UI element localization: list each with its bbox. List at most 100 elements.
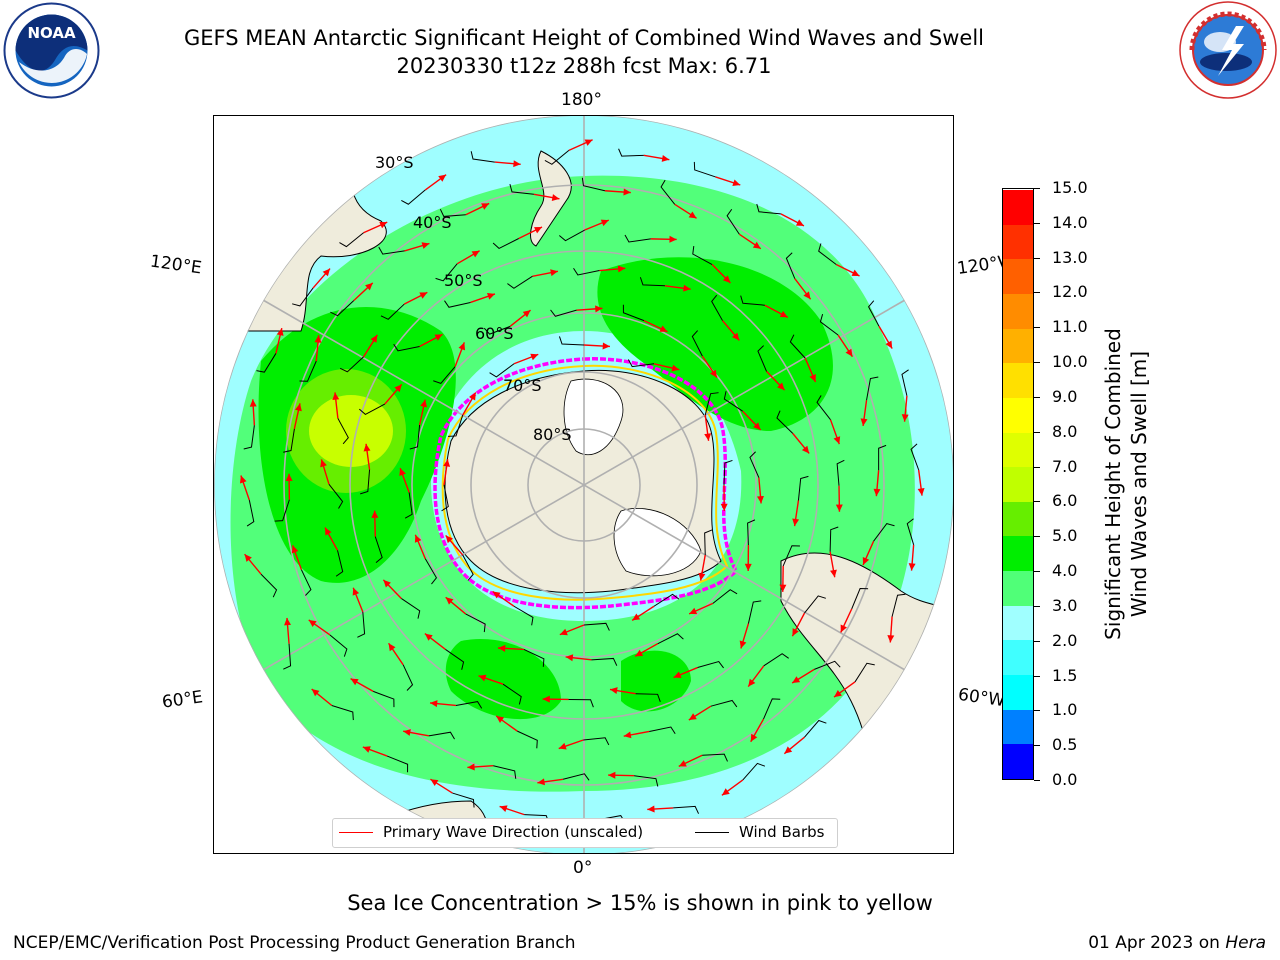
map-legend: Primary Wave Direction (unscaled) Wind B…	[332, 818, 838, 848]
wind-barb	[502, 683, 522, 705]
wind-barb	[797, 475, 809, 501]
wind-barb	[409, 424, 421, 450]
wind-barb	[568, 698, 594, 708]
wave-arrow-head	[873, 488, 881, 497]
wave-arrow-head	[834, 690, 842, 698]
colorbar-tick-label: 0.0	[1052, 770, 1078, 789]
wave-arrow-head	[722, 275, 731, 283]
wave-arrow-head	[795, 219, 804, 226]
wave-arrow-head	[698, 572, 706, 581]
wind-barb	[836, 459, 845, 486]
wave-arrow-head	[498, 644, 506, 652]
wave-arrow-head	[617, 265, 626, 273]
lat-label-50s: 50°S	[444, 271, 483, 290]
wave-arrow-head	[732, 332, 740, 341]
wave-arrow-head	[249, 399, 257, 407]
wave-arrow-head	[522, 310, 531, 318]
wave-arrow-head	[244, 554, 252, 562]
footer-host: Hera	[1225, 933, 1266, 953]
wave-arrow-head	[388, 643, 396, 652]
ice-shelf-ross	[563, 378, 624, 456]
wave-arrow-head	[352, 587, 360, 596]
wave-arrow-head	[487, 293, 495, 300]
sea-ice-note: Sea Ice Concentration > 15% is shown in …	[347, 891, 933, 915]
wave-arrow-head	[917, 488, 925, 496]
wave-arrow-head	[792, 676, 801, 683]
wind-barb	[274, 499, 290, 522]
colorbar-tick-label: 1.0	[1052, 700, 1078, 720]
wind-barb	[301, 569, 312, 596]
chart-title: GEFS MEAN Antarctic Significant Height o…	[183, 26, 985, 50]
wave-arrow-head	[370, 334, 378, 343]
wind-barb	[509, 184, 534, 195]
wind-barb	[283, 643, 292, 670]
wind-barb	[393, 343, 420, 352]
wind-barb	[339, 232, 364, 248]
wind-barb	[763, 653, 789, 667]
wave-arrow-head	[424, 633, 433, 641]
wave-arrow-head	[779, 310, 788, 318]
colorbar-tick	[1034, 222, 1040, 224]
wave-arrow-head	[744, 563, 752, 572]
wave-arrow-head	[669, 235, 677, 243]
wave-arrow-head	[635, 649, 644, 657]
colorbar-tick-label: 1.5	[1052, 665, 1078, 685]
wave-arrow-head	[363, 443, 371, 452]
wave-arrow-head	[365, 282, 373, 291]
wind-barb	[816, 395, 831, 420]
wind-barb	[507, 275, 533, 289]
wave-arrow-head	[430, 779, 439, 786]
wave-arrow-head	[750, 733, 758, 742]
colorbar-segment	[1003, 501, 1033, 537]
wind-barb	[740, 295, 765, 306]
wind-barb	[378, 246, 405, 255]
legend-item-wind-barbs: Wind Barbs	[695, 823, 824, 841]
wind-barb	[331, 705, 354, 721]
wave-arrow-head	[239, 475, 247, 484]
wave-arrow-head	[322, 268, 331, 277]
sea-ice-inner	[441, 364, 729, 601]
wave-arrow-head	[530, 353, 539, 361]
colorbar-title-line1: Significant Height of Combined	[1101, 328, 1125, 640]
colorbar	[1002, 188, 1034, 780]
colorbar-tick	[1034, 292, 1040, 294]
wind-barb	[335, 550, 344, 577]
wind-barb	[649, 726, 676, 734]
wave-arrow-head	[860, 418, 868, 426]
wind-barb	[243, 425, 255, 450]
lon-label-lower-left: 60°E	[160, 687, 205, 713]
wave-band-4-5m-north	[445, 639, 561, 720]
wave-arrow-head	[492, 591, 501, 599]
wind-barb	[374, 536, 383, 563]
wind-barb	[622, 304, 645, 322]
wave-arrow-head	[901, 414, 909, 422]
lon-label-upper-left: 120°E	[148, 251, 203, 279]
colorbar-segment	[1003, 743, 1033, 779]
wave-arrow-head	[862, 556, 870, 565]
wave-arrow-head	[445, 535, 454, 544]
wind-barb	[814, 660, 841, 670]
wind-barb	[445, 649, 465, 670]
colorbar-segment	[1003, 570, 1033, 606]
lon-label-bottom: 0°	[573, 858, 593, 878]
colorbar-segment	[1003, 639, 1033, 676]
wind-barb	[581, 177, 606, 192]
wind-barb	[704, 392, 719, 416]
nws-logo	[1178, 0, 1278, 100]
wave-arrow-head	[689, 607, 698, 615]
wind-barb	[818, 243, 837, 265]
wave-arrow-head	[595, 305, 603, 313]
colorbar-tick	[1034, 362, 1040, 364]
footer-credit: NCEP/EMC/Verification Post Processing Pr…	[13, 933, 576, 953]
wind-barb	[441, 484, 449, 512]
colorbar-tick	[1034, 710, 1040, 712]
wave-arrow-head	[688, 211, 697, 219]
wind-barb	[401, 189, 426, 205]
wave-arrow-head	[659, 325, 668, 332]
legend-item-primary-wave: Primary Wave Direction (unscaled)	[339, 823, 643, 841]
wind-barb	[878, 444, 887, 471]
wave-band-6-7m	[309, 395, 393, 467]
wind-barb	[292, 287, 314, 307]
wave-arrow-head	[320, 459, 327, 468]
wave-arrow-head	[809, 373, 816, 382]
